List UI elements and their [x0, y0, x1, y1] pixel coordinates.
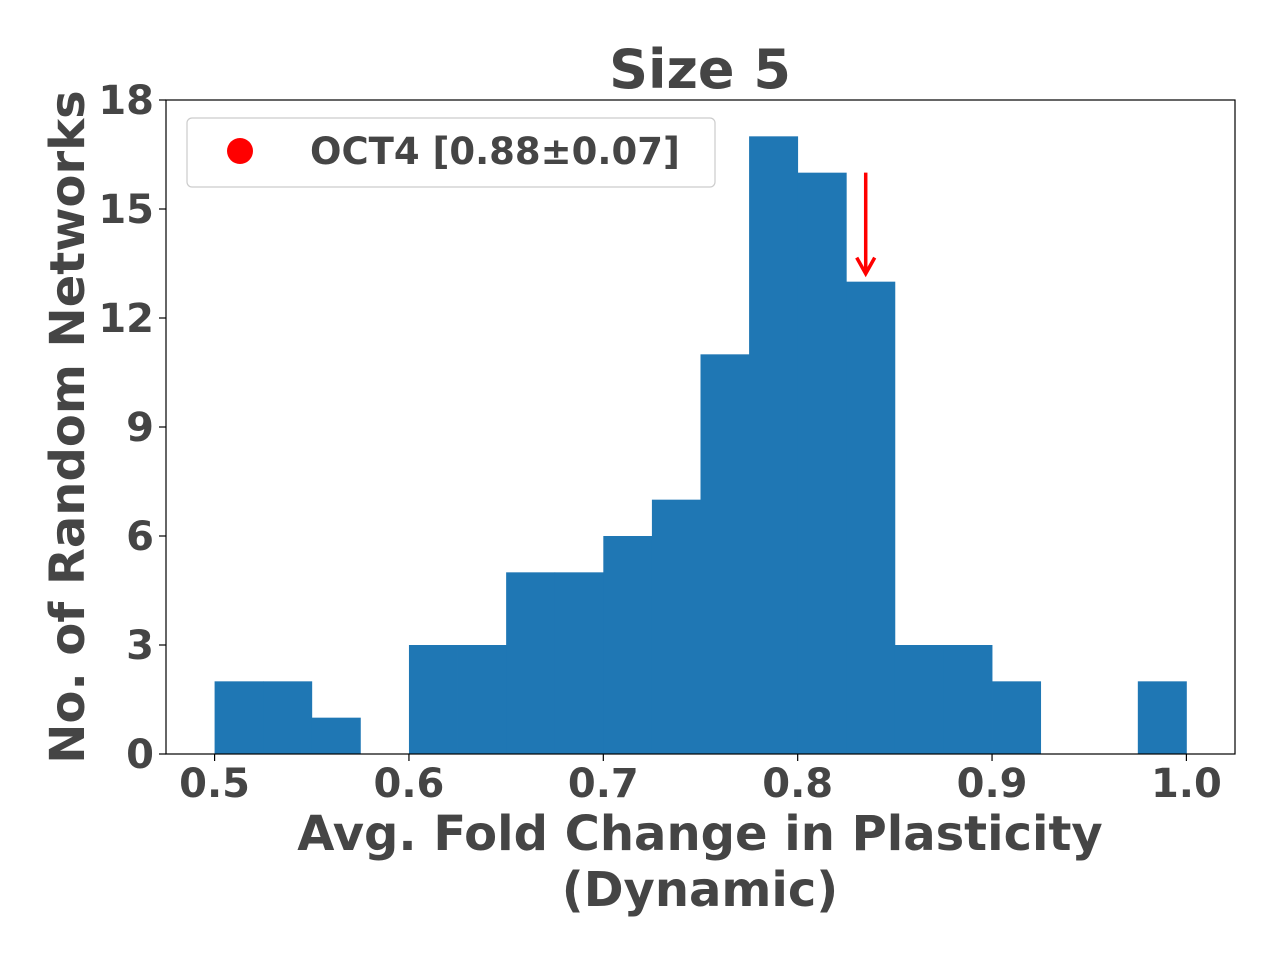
- y-tick-label: 9: [126, 405, 154, 451]
- x-axis-ticks: 0.5 0.6 0.7 0.8 0.9 1.0: [179, 754, 1222, 807]
- y-tick-label: 15: [98, 187, 154, 233]
- legend-box: [186, 117, 716, 188]
- x-tick-label: 0.5: [179, 761, 250, 807]
- x-axis-label-line2: (Dynamic): [562, 862, 839, 918]
- histogram-bar: [797, 172, 847, 754]
- legend-marker-icon: [227, 138, 253, 164]
- histogram-bar: [603, 536, 653, 754]
- chart-title: Size 5: [609, 38, 791, 101]
- y-axis-ticks: 0 3 6 9 12 15 18: [98, 78, 166, 778]
- y-axis-label: No. of Random Networks: [40, 90, 96, 763]
- x-tick-label: 0.6: [374, 761, 445, 807]
- histogram-bar: [992, 681, 1042, 754]
- y-tick-label: 18: [98, 78, 154, 124]
- histogram-bar: [263, 681, 313, 754]
- histogram-bar: [943, 645, 993, 754]
- histogram-bar: [214, 681, 264, 754]
- histogram-bar: [894, 645, 944, 754]
- histogram-bar: [311, 717, 361, 754]
- histogram-bar: [1137, 681, 1187, 754]
- x-tick-label: 0.9: [957, 761, 1028, 807]
- y-tick-label: 6: [126, 514, 154, 560]
- histogram-bar: [651, 499, 701, 754]
- y-tick-label: 12: [98, 296, 154, 342]
- histogram-bar: [749, 136, 799, 755]
- x-tick-label: 1.0: [1151, 761, 1222, 807]
- histogram-bar: [700, 354, 750, 754]
- y-tick-label: 3: [126, 623, 154, 669]
- x-tick-label: 0.8: [762, 761, 833, 807]
- legend: OCT4 [0.88±0.07]: [186, 117, 716, 188]
- histogram-bar: [506, 572, 556, 754]
- x-axis-label: Avg. Fold Change in Plasticity: [297, 806, 1102, 862]
- histogram-bar: [554, 572, 604, 754]
- histogram-bars: [214, 136, 1187, 755]
- marker-arrow-head: [855, 256, 877, 278]
- histogram-bar: [846, 281, 896, 754]
- legend-entry-label: OCT4 [0.88±0.07]: [310, 130, 680, 173]
- histogram-bar: [457, 645, 507, 754]
- x-tick-label: 0.7: [568, 761, 639, 807]
- histogram-bar: [408, 645, 458, 754]
- oct4-marker-arrow: [855, 172, 877, 278]
- y-tick-label: 0: [126, 732, 154, 778]
